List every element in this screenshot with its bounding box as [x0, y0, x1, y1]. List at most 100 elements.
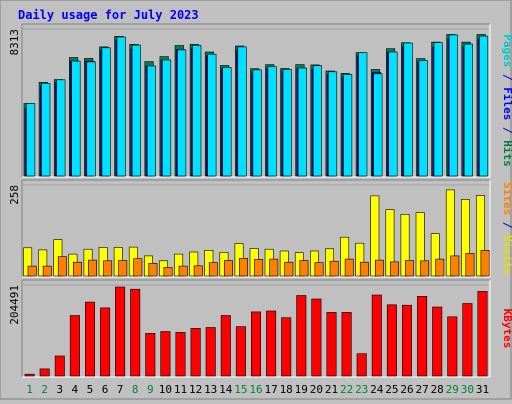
bar-kbytes-day-6 — [100, 307, 111, 377]
x-tick-label-day-18: 18 — [280, 383, 293, 396]
x-tick-label-day-9: 9 — [147, 383, 154, 396]
bar-kbytes-day-7 — [115, 286, 126, 377]
x-tick-label-day-15: 15 — [234, 383, 247, 396]
x-tick-label-day-11: 11 — [174, 383, 187, 396]
axis-title-part: KBytes — [501, 309, 512, 349]
bar-sites-day-2 — [42, 265, 52, 277]
bar-kbytes-day-27 — [417, 295, 428, 377]
bar-visits-day-24 — [370, 195, 380, 277]
bar-visits-day-23 — [355, 242, 365, 277]
x-tick-label-day-8: 8 — [132, 383, 139, 396]
axis-title-right: Pages / Files / Hits — [501, 34, 512, 167]
bar-sites-day-30 — [465, 253, 475, 277]
bar-pages-day-2 — [41, 83, 51, 177]
bar-pages-day-7 — [116, 36, 126, 177]
bar-pages-day-14 — [222, 67, 232, 177]
x-tick-label-day-29: 29 — [446, 383, 459, 396]
bar-pages-day-24 — [373, 73, 383, 177]
bar-sites-day-23 — [359, 261, 369, 277]
x-tick-label-day-12: 12 — [189, 383, 202, 396]
x-tick-label-day-1: 1 — [26, 383, 33, 396]
bar-kbytes-day-31 — [477, 291, 488, 377]
bar-pages-day-30 — [463, 43, 474, 177]
bar-sites-day-9 — [148, 262, 158, 277]
chart-panels: 8313 Pages / Files / Hits 258 Sites / Visit… — [8, 23, 512, 378]
x-tick-label-day-13: 13 — [204, 383, 217, 396]
bar-pages-day-17 — [267, 66, 277, 177]
bar-kbytes-day-20 — [311, 298, 322, 377]
x-tick-label-day-31: 31 — [476, 383, 489, 396]
bar-sites-day-15 — [239, 258, 248, 277]
bar-visits-day-28 — [430, 233, 440, 277]
bar-sites-day-14 — [224, 260, 233, 277]
bar-kbytes-day-16 — [251, 311, 262, 377]
x-tick-label-day-27: 27 — [415, 383, 428, 396]
axis-title-part: Sites — [501, 182, 512, 215]
x-tick-label-day-26: 26 — [400, 383, 413, 396]
bar-kbytes-day-3 — [54, 355, 65, 377]
bar-pages-day-1 — [26, 103, 36, 177]
bar-sites-day-1 — [27, 265, 37, 277]
bar-visits-day-12 — [189, 251, 199, 277]
x-tick-label-day-30: 30 — [461, 383, 474, 396]
bar-pages-day-23 — [358, 52, 368, 177]
bar-sites-day-3 — [57, 256, 67, 277]
bar-sites-day-11 — [178, 265, 188, 277]
bar-kbytes-day-14 — [220, 315, 231, 377]
bar-visits-day-31 — [476, 195, 485, 277]
bar-visits-day-1 — [23, 247, 33, 277]
panel-kbytes: 204491 KBytes — [8, 279, 512, 378]
bar-sites-day-8 — [133, 258, 143, 277]
y-max-label: 204491 — [8, 285, 21, 325]
bar-sites-day-4 — [73, 261, 82, 277]
bar-sites-day-18 — [284, 261, 294, 277]
x-tick-label-day-14: 14 — [219, 383, 233, 396]
bar-kbytes-day-26 — [401, 304, 412, 377]
bar-kbytes-day-23 — [356, 353, 367, 377]
bar-pages-day-3 — [56, 79, 66, 177]
x-tick-label-day-24: 24 — [370, 383, 384, 396]
bar-visits-day-25 — [385, 209, 395, 277]
bar-pages-day-18 — [282, 69, 292, 177]
axis-title-part: / — [501, 67, 512, 87]
bar-sites-day-7 — [118, 260, 128, 277]
bar-sites-day-28 — [435, 258, 445, 277]
bar-sites-day-6 — [103, 260, 113, 277]
bar-sites-day-31 — [480, 250, 490, 277]
bar-sites-day-27 — [420, 260, 430, 277]
bar-sites-day-25 — [390, 261, 399, 277]
axis-title-right: KBytes — [501, 309, 512, 349]
bar-pages-day-28 — [433, 42, 443, 177]
bar-visits-day-30 — [460, 199, 470, 277]
bar-kbytes-day-19 — [296, 295, 307, 377]
bar-kbytes-day-5 — [85, 301, 96, 377]
x-tick-label-day-22: 22 — [340, 383, 353, 396]
bar-pages-day-5 — [86, 61, 96, 177]
bar-sites-day-5 — [88, 259, 98, 277]
x-tick-label-day-6: 6 — [102, 383, 109, 396]
x-tick-label-day-28: 28 — [431, 383, 444, 396]
x-tick-label-day-21: 21 — [325, 383, 338, 396]
bar-kbytes-day-11 — [175, 332, 186, 377]
bar-kbytes-day-29 — [447, 316, 458, 377]
bar-pages-day-26 — [403, 42, 413, 177]
bar-kbytes-day-18 — [281, 317, 292, 377]
bar-kbytes-day-8 — [130, 288, 141, 377]
bar-visits-day-22 — [340, 236, 350, 277]
bar-sites-day-13 — [208, 262, 218, 277]
bar-pages-day-13 — [207, 53, 217, 177]
bar-visits-day-29 — [445, 189, 455, 277]
bar-kbytes-day-30 — [462, 303, 473, 377]
bar-pages-day-6 — [101, 47, 111, 177]
bar-visits-day-2 — [38, 249, 48, 277]
bar-sites-day-20 — [314, 262, 324, 277]
bar-kbytes-day-2 — [39, 368, 50, 377]
x-tick-label-day-4: 4 — [71, 383, 78, 396]
x-tick-label-day-10: 10 — [159, 383, 172, 396]
bar-pages-day-20 — [312, 65, 323, 177]
axis-title-part: / — [501, 120, 512, 140]
bar-sites-day-24 — [374, 259, 384, 277]
bar-sites-day-19 — [299, 260, 309, 277]
axis-title-right: Sites / Visits — [501, 182, 512, 275]
